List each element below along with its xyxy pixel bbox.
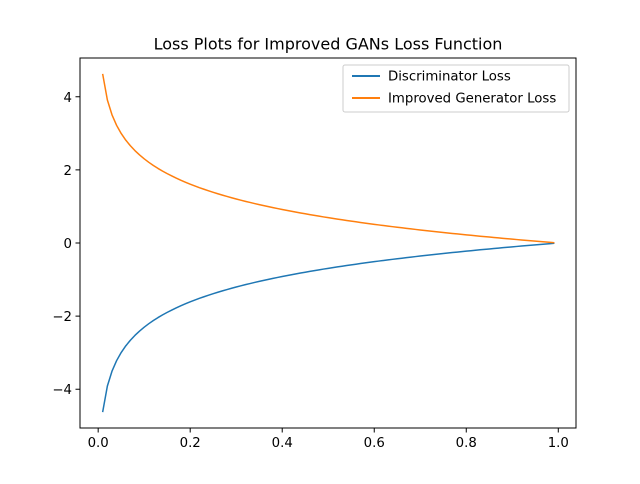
series-group bbox=[101, 73, 555, 413]
x-axis: 0.0 0.2 0.4 0.6 0.8 1.0 bbox=[88, 428, 569, 451]
x-tick-label: 0.0 bbox=[88, 436, 109, 451]
y-tick-label: 4 bbox=[64, 91, 72, 106]
chart-title: Loss Plots for Improved GANs Loss Functi… bbox=[154, 35, 503, 54]
y-tick-label: −2 bbox=[52, 310, 72, 325]
x-tick-label: 0.6 bbox=[364, 436, 385, 451]
series-line-discriminator-loss bbox=[101, 242, 555, 413]
x-tick-label: 0.4 bbox=[272, 436, 293, 451]
legend-label-discriminator-loss: Discriminator Loss bbox=[388, 70, 511, 85]
y-axis: −4 −2 0 2 4 bbox=[52, 91, 80, 398]
series-line-improved-generator-loss bbox=[101, 73, 555, 244]
y-tick-label: −4 bbox=[52, 383, 72, 398]
x-tick-label: 0.8 bbox=[456, 436, 477, 451]
x-tick-label: 1.0 bbox=[548, 436, 569, 451]
x-tick-label: 0.2 bbox=[180, 436, 201, 451]
legend-label-improved-generator-loss: Improved Generator Loss bbox=[388, 92, 556, 107]
legend-box bbox=[342, 64, 570, 113]
y-tick-label: 0 bbox=[64, 237, 72, 252]
legend: Discriminator Loss Improved Generator Lo… bbox=[342, 64, 570, 113]
y-tick-label: 2 bbox=[64, 164, 72, 179]
